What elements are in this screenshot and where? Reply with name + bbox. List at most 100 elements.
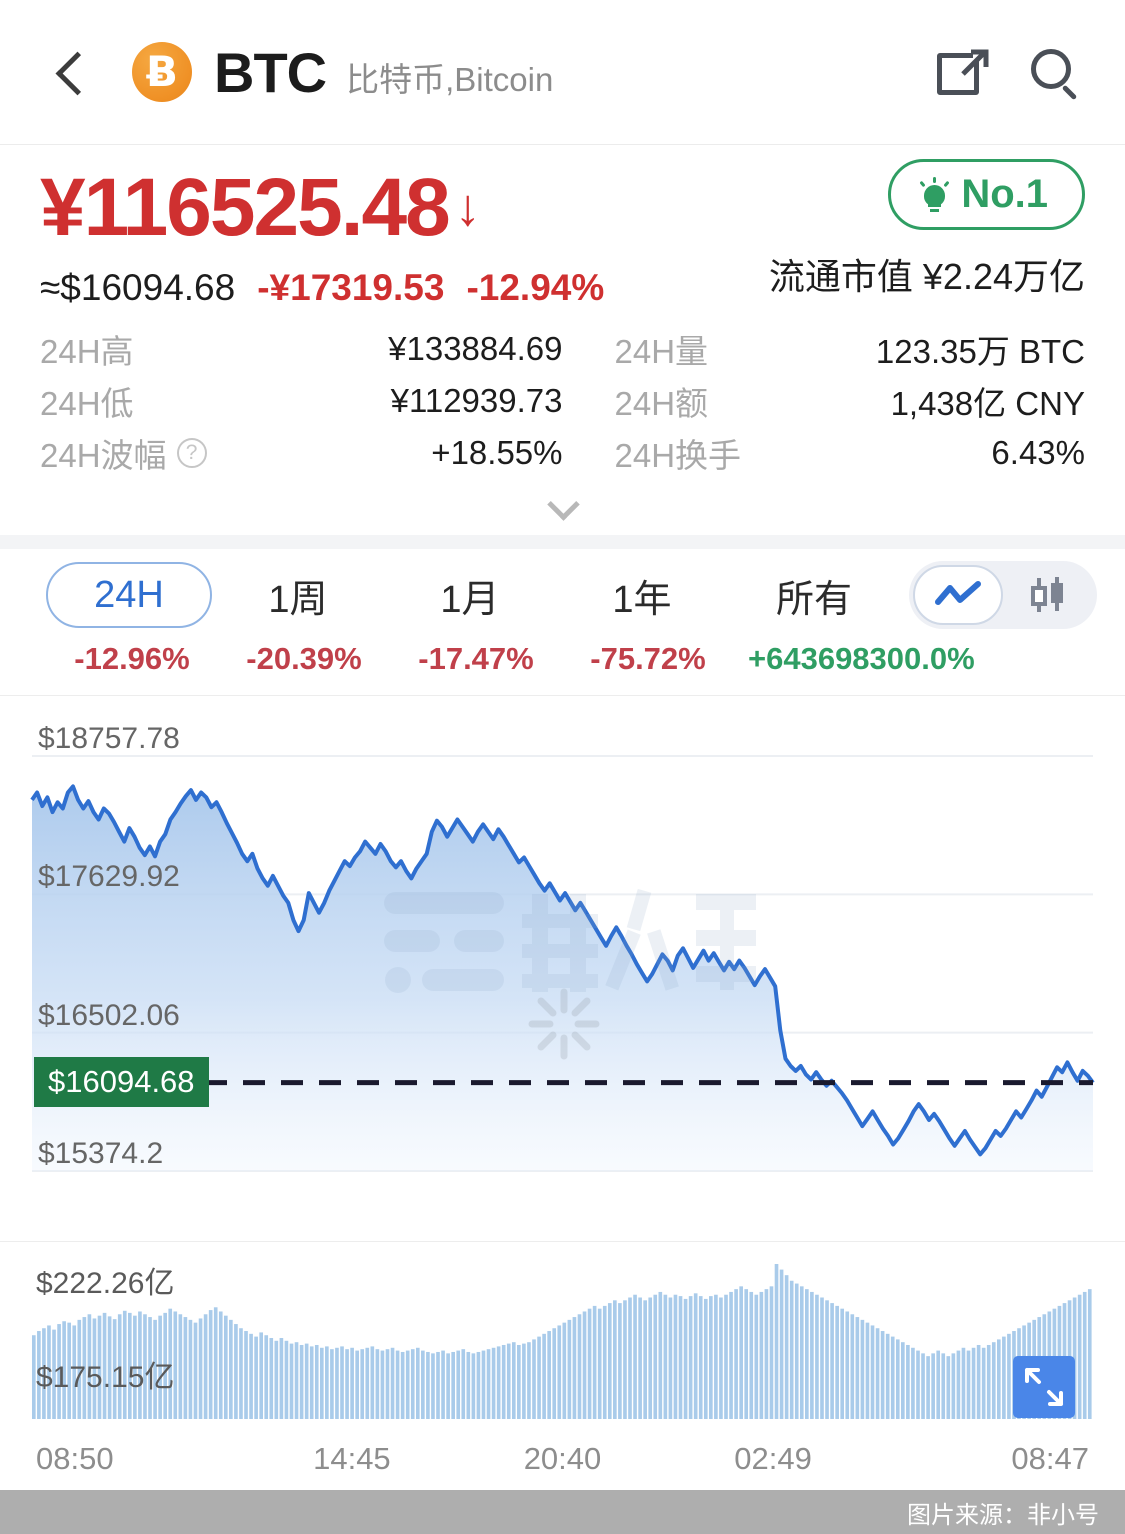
x-axis-ticks: 08:50 14:45 20:40 02:49 08:47	[0, 1426, 1125, 1492]
stat-label: 24H换手	[615, 429, 742, 477]
volume-bar	[931, 1353, 935, 1419]
volume-bar	[572, 1317, 577, 1419]
volume-bar	[380, 1350, 385, 1419]
section-divider-band	[0, 535, 1125, 549]
stats-column-right: 24H量 123.35万 BTC 24H额 1,438亿 CNY 24H换手 6.43%	[563, 323, 1086, 479]
coin-symbol: BTC	[214, 40, 327, 104]
volume-bar	[345, 1349, 349, 1419]
volume-bar	[264, 1335, 269, 1419]
volume-bar	[607, 1303, 612, 1419]
volume-bar	[658, 1291, 663, 1419]
share-icon[interactable]	[931, 35, 999, 103]
bulb-ray-right	[943, 180, 950, 187]
price-chart[interactable]: $18757.78 $17629.92 $16502.06 $15374.2 $…	[0, 696, 1125, 1241]
search-circle-shape	[1031, 49, 1071, 89]
volume-bar	[916, 1350, 920, 1419]
volume-bar	[32, 1335, 36, 1419]
x-axis-tick-1: 14:45	[313, 1441, 391, 1476]
stat-label: 24H波幅?	[40, 429, 207, 477]
volume-bar	[173, 1311, 178, 1419]
timeframe-tab-24H[interactable]: 24H	[46, 562, 212, 628]
back-button[interactable]	[48, 49, 94, 95]
rank-label: No.1	[961, 172, 1048, 216]
fullscreen-expand-icon[interactable]	[1013, 1356, 1075, 1418]
volume-bar	[729, 1291, 733, 1419]
volume-bar	[587, 1308, 592, 1419]
volume-bar	[335, 1347, 339, 1419]
volume-bar	[815, 1294, 819, 1419]
timeframe-tab-1月[interactable]: 1月	[440, 578, 500, 621]
volume-bar	[789, 1280, 794, 1419]
x-axis-tick-2: 20:40	[523, 1441, 602, 1476]
timeframe-tab-1年[interactable]: 1年	[612, 578, 672, 621]
volume-bar	[562, 1322, 567, 1419]
source-attribution-text: 图片来源：非小号	[907, 1501, 1099, 1529]
volume-bar	[37, 1331, 41, 1419]
volume-bar	[476, 1351, 481, 1419]
volume-bar	[400, 1351, 405, 1419]
volume-bar	[365, 1347, 370, 1419]
volume-bar	[537, 1336, 541, 1419]
volume-bar	[153, 1319, 157, 1419]
volume-label-top: $222.26亿	[36, 1267, 175, 1300]
search-icon[interactable]	[1023, 41, 1085, 103]
volume-bar	[1077, 1294, 1082, 1419]
volume-bar	[759, 1291, 764, 1419]
volume-bar	[274, 1340, 279, 1419]
volume-bar	[926, 1356, 930, 1419]
volume-bar	[971, 1347, 976, 1419]
volume-bar	[340, 1346, 344, 1419]
usd-price: ≈$16094.68	[40, 267, 236, 308]
timeframe-tab-1周[interactable]: 1周	[268, 578, 328, 621]
stat-label-text: 24H量	[614, 333, 709, 370]
fullscreen-glyph	[1025, 1368, 1063, 1406]
volume-bar	[82, 1317, 87, 1419]
volume-bar	[880, 1331, 885, 1419]
volume-bar	[784, 1275, 789, 1419]
volume-bar	[405, 1350, 410, 1419]
candlestick-chart-icon[interactable]	[1003, 565, 1093, 625]
help-question-icon[interactable]: ?	[176, 438, 207, 468]
stat-row-right-2: 24H换手 6.43%	[615, 427, 1086, 479]
volume-bar	[511, 1342, 516, 1419]
volume-bar	[451, 1351, 455, 1419]
app-header: Ƀ BTC 比特币,Bitcoin	[0, 0, 1125, 145]
stat-label: 24H低	[40, 377, 134, 425]
volume-bar	[623, 1300, 627, 1419]
stats-grid: 24H高 ¥133884.69 24H低 ¥112939.73 24H波幅? +18.55…	[0, 309, 1125, 479]
volume-bar	[663, 1294, 668, 1419]
volume-bar	[582, 1311, 587, 1419]
volume-bar	[62, 1321, 66, 1419]
volume-bar	[158, 1315, 162, 1419]
timeframe-tab-所有[interactable]: 所有	[775, 578, 852, 621]
volume-bar	[330, 1349, 334, 1419]
chevron-down-icon	[549, 493, 577, 521]
timeframe-tabs-area: 24H 1周 1月 1年 所有 -12.96% -20.39% -17.47% -75.72	[0, 549, 1125, 696]
volume-bar	[698, 1296, 703, 1419]
bulb-ray-top	[933, 176, 937, 183]
rank-badge[interactable]: No.1	[888, 159, 1085, 230]
search-handle-shape	[1061, 84, 1078, 101]
expand-stats-button[interactable]	[0, 479, 1125, 535]
stat-row-left-0: 24H高 ¥133884.69	[40, 323, 563, 375]
bulb-globe-shape	[924, 184, 946, 206]
volume-bar	[249, 1333, 253, 1419]
x-axis-tick-4: 08:47	[1011, 1441, 1089, 1476]
main-price-value: ¥116525.48	[40, 162, 451, 253]
volume-bar	[855, 1317, 860, 1419]
volume-bar	[138, 1311, 142, 1419]
volume-bar	[638, 1297, 642, 1419]
chart-type-toggle[interactable]	[909, 561, 1097, 629]
y-axis-label-lower-mid: $16502.06	[38, 998, 180, 1032]
volume-chart[interactable]: $222.26亿 $175.15亿	[0, 1241, 1125, 1426]
volume-bar	[72, 1325, 77, 1419]
spinner-glyph	[528, 988, 600, 1060]
timeframe-pct-24H: -12.96%	[74, 641, 190, 676]
volume-bar	[92, 1318, 97, 1419]
price-area-fill	[32, 786, 1093, 1171]
volume-bar	[794, 1283, 799, 1419]
line-chart-icon[interactable]	[913, 565, 1004, 625]
y-axis-label-min: $15374.2	[38, 1137, 164, 1170]
rank-section: No.1 流通市值 ¥2.24万亿	[769, 159, 1085, 300]
y-axis-label-upper-mid: $17629.92	[38, 860, 180, 894]
